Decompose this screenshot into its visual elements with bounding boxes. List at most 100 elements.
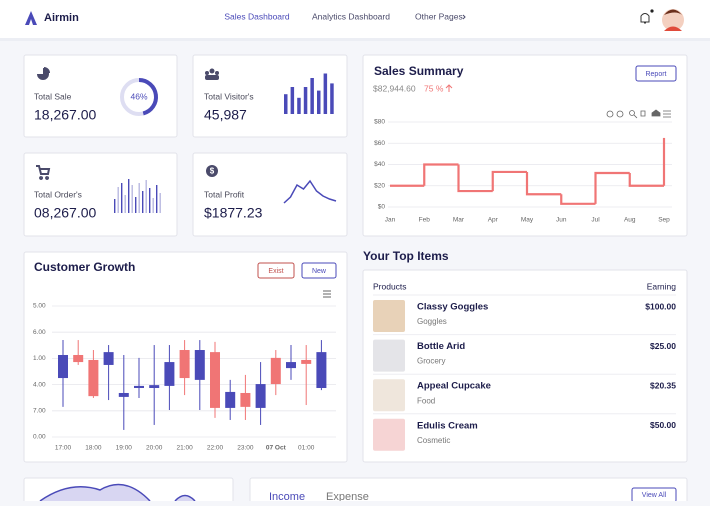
x-tick-label: 23:00 (237, 445, 254, 452)
candle-body (240, 392, 251, 407)
candle-body (179, 350, 190, 379)
chart-toolbar[interactable] (606, 109, 671, 119)
y-tick-label: 1.00 (33, 355, 46, 362)
header-shadow (0, 38, 710, 41)
candle-body (316, 352, 327, 389)
x-tick-label: Mar (453, 217, 465, 224)
product-earning: $100.00 (645, 301, 676, 311)
product-thumbnail (373, 379, 405, 412)
mini-bar (323, 73, 328, 114)
y-tick-label: 7.00 (33, 408, 46, 415)
x-tick-label: May (521, 217, 534, 224)
mini-bar (330, 83, 334, 114)
mini-bar (142, 191, 144, 213)
card-title: Sales Summary (374, 64, 464, 78)
step-line (628, 173, 664, 187)
y-tick-label: $80 (374, 119, 385, 126)
tab[interactable]: Income (269, 491, 305, 503)
column-header: Earning (647, 281, 677, 291)
y-tick-label: $60 (374, 140, 385, 147)
exist-button[interactable] (257, 262, 295, 279)
y-tick-label: 0.00 (33, 434, 46, 441)
candle-body (164, 362, 175, 386)
candle-body (134, 385, 144, 389)
step-line (525, 171, 562, 196)
chevron (462, 14, 466, 20)
button-label[interactable]: New (312, 268, 327, 275)
card (362, 54, 688, 237)
candle-body (149, 385, 160, 389)
y-tick-label: $20 (374, 182, 385, 189)
nav-link[interactable]: Sales Dashboard (224, 11, 289, 21)
mini-bar (284, 94, 288, 114)
product-name[interactable]: Appeal Cupcake (417, 381, 491, 392)
product-thumbnail (373, 339, 405, 372)
mini-bar (156, 185, 158, 213)
x-tick-label: 19:00 (116, 445, 133, 452)
mini-bar (297, 97, 301, 114)
x-tick-label: Jan (385, 217, 396, 224)
x-tick-label: Feb (419, 217, 431, 224)
card (249, 477, 688, 506)
x-tick-label: 01:00 (298, 445, 315, 452)
avatar-hair (664, 9, 682, 15)
candle-body (118, 392, 129, 397)
x-tick-label: Jul (591, 217, 600, 224)
income-wave (39, 483, 196, 502)
users-icon (205, 68, 219, 80)
x-tick-label: Jun (556, 217, 567, 224)
mini-bar (145, 180, 147, 213)
stat-label: Total Order's (34, 189, 82, 199)
card (192, 152, 348, 237)
button-label[interactable]: Exist (268, 268, 283, 275)
product-category: Grocery (417, 357, 445, 366)
product-name[interactable]: Bottle Arid (417, 341, 465, 352)
nav-link[interactable]: Analytics Dashboard (312, 11, 390, 21)
nav-link[interactable]: Other Pages (415, 11, 463, 21)
candle-body (58, 354, 68, 379)
y-tick-label: 4.00 (33, 381, 46, 388)
mini-bar (131, 185, 133, 213)
mini-bar (128, 179, 130, 213)
card (362, 269, 688, 463)
avatar-shirt (664, 26, 682, 31)
notification-dot (650, 9, 654, 13)
mini-bar (117, 187, 119, 213)
card (23, 152, 178, 237)
mini-bar (124, 195, 126, 213)
mini-bar (317, 90, 321, 114)
stat-value: 45,987 (204, 107, 247, 123)
step-line (594, 171, 630, 204)
product-category: Cosmetic (417, 436, 450, 445)
mini-bar (121, 183, 123, 213)
candle-body (270, 357, 281, 385)
step-line (457, 164, 493, 193)
bell-icon[interactable] (640, 13, 650, 24)
candle-body (210, 352, 220, 408)
step-line (560, 194, 596, 205)
product-name[interactable]: Classy Goggles (417, 302, 488, 313)
column-header: Products (373, 281, 407, 291)
button-label[interactable]: View All (642, 492, 667, 499)
dollar-icon (206, 165, 218, 177)
x-tick-label: 17:00 (55, 445, 72, 452)
candle-body (73, 354, 84, 363)
candle-body (194, 350, 205, 380)
card (192, 54, 348, 138)
product-name[interactable]: Edulis Cream (417, 420, 478, 431)
logo (25, 11, 37, 25)
brand[interactable]: Airmin (44, 12, 79, 24)
step-line (423, 163, 459, 186)
y-tick-label: $40 (374, 161, 385, 168)
x-tick-label: Apr (488, 217, 499, 224)
new-button[interactable] (301, 262, 337, 279)
avatar[interactable] (662, 9, 684, 31)
x-tick-label: 22:00 (207, 445, 224, 452)
summary-change: 75 % (424, 83, 444, 93)
button-label[interactable]: Report (645, 71, 666, 78)
stat-label: Total Visitor's (204, 91, 254, 101)
menu-icon[interactable] (323, 290, 331, 298)
report-button[interactable] (635, 65, 677, 82)
x-tick-label: 20:00 (146, 445, 163, 452)
tab[interactable]: Expense (326, 491, 369, 503)
